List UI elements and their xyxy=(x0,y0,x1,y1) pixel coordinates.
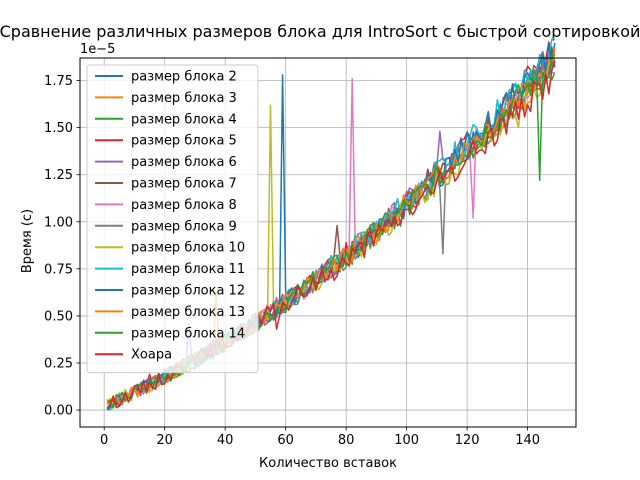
x-tick-label: 140 xyxy=(515,433,540,448)
y-tick-label: 1.50 xyxy=(44,121,73,136)
legend: размер блока 2 размер блока 3 размер блока… xyxy=(86,64,259,374)
y-tick-label: 1.00 xyxy=(44,215,73,230)
x-axis-label: Количество вставок xyxy=(259,456,397,471)
x-tick-label: 60 xyxy=(277,433,294,448)
y-tick-label: 0.00 xyxy=(44,404,73,419)
y-tick-label: 1.25 xyxy=(44,168,73,183)
legend-label: размер блока 12 xyxy=(131,284,245,299)
y-tick-label: 0.75 xyxy=(44,262,73,277)
legend-label: размер блока 8 xyxy=(131,198,237,213)
x-tick-label: 0 xyxy=(100,433,108,448)
y-axis-label: Время (с) xyxy=(20,209,35,273)
legend-label: размер блока 13 xyxy=(131,305,245,320)
x-tick-label: 20 xyxy=(156,433,173,448)
legend-label: размер блока 7 xyxy=(131,177,237,192)
legend-label: размер блока 4 xyxy=(131,112,237,127)
y-offset-label: 1e−5 xyxy=(80,42,115,57)
legend-label: Хоара xyxy=(131,348,172,363)
y-tick-label: 1.75 xyxy=(44,74,73,89)
legend-label: размер блока 6 xyxy=(131,155,237,170)
y-tick-label: 0.50 xyxy=(44,309,73,324)
legend-label: размер блока 10 xyxy=(131,241,245,256)
legend-label: размер блока 11 xyxy=(131,262,245,277)
legend-label: размер блока 9 xyxy=(131,219,237,234)
legend-label: размер блока 5 xyxy=(131,134,237,149)
chart-title: Сравнение различных размеров блока для I… xyxy=(0,22,640,41)
legend-label: размер блока 14 xyxy=(131,326,245,341)
x-tick-label: 100 xyxy=(394,433,419,448)
axis-ticks: 0 20 40 60 80 100 120 140 0.00 0.25 0.50 0.75 1.00 1.… xyxy=(44,74,540,448)
x-tick-label: 40 xyxy=(217,433,234,448)
axes-frame xyxy=(79,57,577,428)
y-tick-label: 0.25 xyxy=(44,356,73,371)
legend-box xyxy=(86,64,259,374)
x-tick-label: 120 xyxy=(455,433,480,448)
legend-label: размер блока 3 xyxy=(131,91,237,106)
x-tick-label: 80 xyxy=(338,433,355,448)
legend-label: размер блока 2 xyxy=(131,70,237,85)
